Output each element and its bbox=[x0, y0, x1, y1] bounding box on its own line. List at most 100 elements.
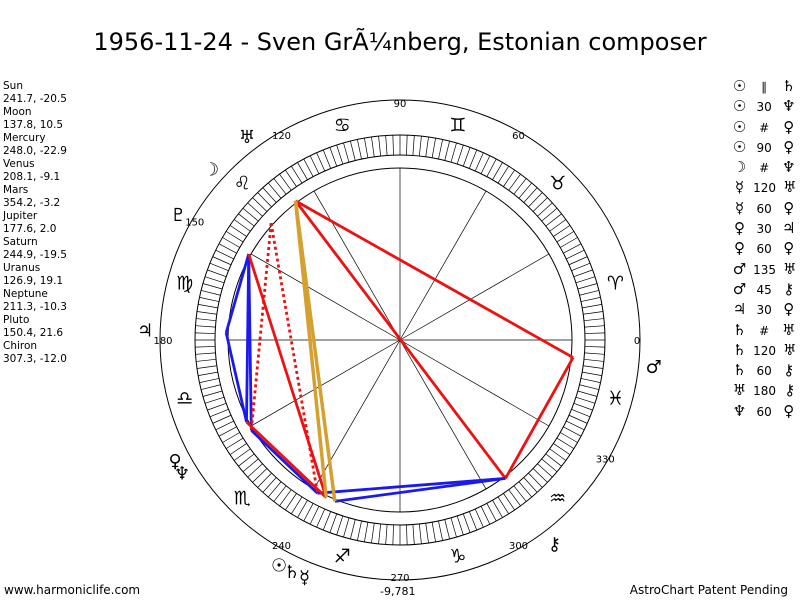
aspect-line bbox=[269, 222, 319, 494]
planet-moon-icon: ☽ bbox=[203, 160, 219, 181]
sign-division-line bbox=[399, 253, 550, 341]
degree-tick bbox=[568, 256, 588, 266]
planet-position-uranus: 126.9, 19.1 bbox=[3, 275, 64, 287]
planet-position-mars: 354.2, -3.2 bbox=[3, 197, 61, 209]
aspect-row: ☉ # ♀ bbox=[730, 117, 799, 137]
sign-division-line bbox=[313, 339, 401, 490]
degree-tick bbox=[357, 520, 362, 541]
zodiac-sign-icon: ♌ bbox=[234, 172, 251, 194]
degree-tick bbox=[385, 135, 388, 156]
degree-tick bbox=[566, 420, 585, 431]
degree-tick bbox=[242, 458, 259, 473]
degree-tick bbox=[468, 149, 478, 169]
degree-tick bbox=[378, 136, 382, 157]
aspect-line bbox=[245, 420, 328, 499]
sign-division-line bbox=[250, 339, 401, 427]
degree-tick bbox=[583, 358, 604, 362]
degree-tick bbox=[350, 141, 356, 161]
aspect-type: 45 bbox=[756, 282, 772, 297]
planet-chiron-icon: ⚷ bbox=[548, 534, 561, 555]
aspect-row: ♄ 60 ⚷ bbox=[730, 360, 799, 380]
degree-label: 270 bbox=[390, 573, 409, 584]
aspect-type: 30 bbox=[756, 100, 772, 115]
sign-division-line bbox=[250, 253, 401, 341]
degree-tick bbox=[195, 325, 216, 328]
degree-tick bbox=[568, 414, 588, 424]
degree-tick bbox=[207, 402, 227, 411]
aspect-type: # bbox=[759, 323, 770, 338]
degree-tick bbox=[252, 197, 268, 212]
aspect-planet-b: ♀ bbox=[783, 137, 795, 156]
degree-tick bbox=[309, 155, 320, 174]
degree-tick bbox=[222, 432, 240, 443]
chart-title: 1956-11-24 - Sven GrÃ¼nberg, Estonian co… bbox=[93, 28, 707, 56]
degree-tick bbox=[285, 169, 297, 187]
planet-mercury-icon: ☿ bbox=[299, 567, 310, 588]
aspect-line bbox=[293, 200, 337, 502]
aspect-line bbox=[294, 199, 574, 359]
degree-tick bbox=[573, 269, 593, 278]
degree-tick bbox=[291, 165, 303, 184]
aspect-type: 30 bbox=[756, 303, 772, 318]
degree-tick bbox=[202, 390, 223, 397]
planet-name-mercury: Mercury bbox=[3, 132, 46, 144]
degree-tick bbox=[444, 519, 450, 539]
website-link[interactable]: www.harmoniclife.com bbox=[4, 583, 141, 597]
degree-tick bbox=[582, 371, 602, 376]
degree-tick bbox=[412, 524, 415, 545]
degree-tick bbox=[566, 249, 585, 260]
degree-tick bbox=[322, 511, 332, 531]
degree-tick bbox=[350, 519, 356, 539]
degree-tick bbox=[480, 155, 491, 174]
planet-name-venus: Venus bbox=[3, 158, 35, 170]
degree-tick bbox=[329, 513, 338, 533]
degree-tick bbox=[480, 506, 491, 525]
aspect-planet-b: ⚷ bbox=[783, 279, 795, 298]
degree-tick bbox=[582, 304, 602, 309]
degree-tick bbox=[425, 523, 429, 544]
degree-tick bbox=[198, 304, 218, 309]
degree-tick bbox=[309, 506, 320, 525]
degree-tick bbox=[571, 262, 591, 272]
aspect-planet-a: ☽ bbox=[732, 158, 747, 177]
aspect-planet-a: ♀ bbox=[734, 219, 745, 238]
degree-tick bbox=[523, 477, 538, 493]
aspect-planet-a: ♄ bbox=[732, 361, 747, 380]
degree-tick bbox=[199, 297, 220, 302]
aspect-row: ☉ 30 ♆ bbox=[730, 96, 799, 116]
degree-tick bbox=[257, 472, 272, 488]
degree-tick bbox=[196, 365, 217, 369]
degree-tick bbox=[583, 365, 604, 369]
degree-tick bbox=[486, 158, 497, 177]
degree-tick bbox=[492, 500, 503, 518]
degree-tick bbox=[571, 408, 591, 418]
zodiac-sign-icon: ♐ bbox=[334, 545, 351, 567]
degree-tick bbox=[513, 485, 527, 502]
degree-tick bbox=[532, 468, 548, 483]
degree-label: 0 bbox=[634, 336, 640, 347]
planet-position-list: Sun 241.7, -20.5 Moon 137.8, 10.5 Mercury 248… bbox=[3, 80, 67, 366]
planet-name-saturn: Saturn bbox=[3, 236, 38, 248]
degree-tick bbox=[233, 219, 251, 232]
degree-tick bbox=[579, 290, 599, 296]
harmony-score: -9,781 bbox=[380, 585, 416, 598]
planet-saturn-icon: ♄ bbox=[284, 562, 300, 583]
degree-tick bbox=[233, 448, 251, 461]
aspect-type: 135 bbox=[753, 262, 777, 277]
aspect-planet-a: ☉ bbox=[732, 77, 747, 95]
degree-tick bbox=[456, 515, 464, 536]
degree-tick bbox=[503, 493, 515, 511]
planet-position-jupiter: 177.6, 2.0 bbox=[3, 223, 57, 235]
aspect-row: ☿ 60 ♀ bbox=[730, 198, 799, 218]
planet-pluto-icon: ♇ bbox=[170, 205, 186, 226]
degree-tick bbox=[431, 138, 436, 158]
planet-name-mars: Mars bbox=[3, 184, 29, 196]
degree-tick bbox=[378, 523, 382, 544]
patent-notice: AstroChart Patent Pending bbox=[629, 583, 788, 597]
sign-division-line bbox=[313, 190, 401, 341]
aspect-planet-a: ♅ bbox=[732, 381, 747, 400]
aspect-planet-a: ♄ bbox=[732, 320, 747, 339]
aspect-list: ☉ ∥ ♄ ☉ 30 ♆ ☉ # ♀ ☉ 90 ♀ ☽ # ♆ ☿ 120 ♅ ☿ 60 ♀… bbox=[730, 76, 799, 421]
degree-tick bbox=[508, 489, 521, 507]
degree-label: 60 bbox=[512, 131, 525, 142]
